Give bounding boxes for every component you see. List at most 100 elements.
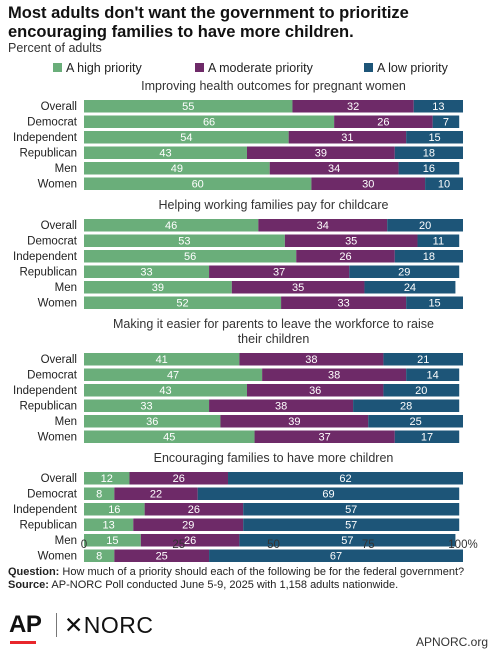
data-label: 8 [96,551,102,563]
bar-segment-high [84,472,130,485]
bar-segment-moderate [140,534,240,547]
bar-segment-low [406,296,463,309]
bar-segment-low [406,131,463,144]
data-label: 15 [106,535,118,547]
bar-segment-high [84,296,282,309]
data-label: 29 [182,520,194,532]
row-label-overall: Overall [41,354,77,366]
bar-segment-low [398,162,460,175]
data-label: 45 [163,432,175,444]
bar-segment-moderate [246,384,384,397]
data-label: 38 [305,354,317,366]
bar-segment-moderate [239,353,384,366]
data-label: 35 [292,282,304,294]
group-title-3-line-1: Making it easier for parents to leave th… [113,317,434,331]
data-label: 18 [423,251,435,263]
row-label-independent: Independent [13,385,78,397]
bar-segment-high [84,549,115,562]
data-label: 46 [165,220,177,232]
data-label: 33 [140,267,152,279]
bar-segment-low [417,234,460,247]
bar-segment-moderate [269,162,399,175]
bar-segment-low [364,281,456,294]
page-title: Most adults don't want the government to… [8,4,409,41]
row-label-democrat: Democrat [27,117,78,129]
bar-segment-low [413,100,463,113]
data-label: 39 [152,282,164,294]
legend-label-low: A low priority [377,61,448,75]
row-label-men: Men [55,535,77,547]
bar-segment-moderate [133,518,244,531]
data-label: 28 [400,401,412,413]
data-label: 24 [404,282,416,294]
data-label: 8 [96,489,102,501]
row-label-overall: Overall [41,220,77,232]
data-label: 49 [171,163,183,175]
data-label: 33 [140,401,152,413]
data-label: 18 [423,148,435,160]
data-label: 37 [319,432,331,444]
data-label: 26 [184,535,196,547]
chart-subtitle: Percent of adults [8,41,102,55]
data-label: 14 [427,370,439,382]
data-label: 15 [428,132,440,144]
bar-segment-moderate [281,296,407,309]
bar-segment-low [383,384,460,397]
norc-logo-text: NORC [83,612,154,638]
bar-segment-high [84,219,259,232]
data-label: 22 [150,489,162,501]
data-label: 13 [103,520,115,532]
row-label-men: Men [55,163,77,175]
x-tick-label: 75 [362,539,375,551]
data-label: 66 [203,117,215,129]
bar-segment-low [368,415,463,428]
bar-segment-high [84,281,232,294]
bar-segment-low [387,219,463,232]
legend-item-low: A low priority [364,61,448,75]
data-label: 41 [156,354,168,366]
bar-segment-moderate [209,399,354,412]
source-note: Source: AP-NORC Poll conducted June 5-9,… [8,579,494,592]
bar-segment-moderate [246,146,395,159]
row-label-overall: Overall [41,101,77,113]
group-title-3-line-2: their children [238,332,310,346]
bar-segment-high [84,503,145,516]
row-label-republican: Republican [19,520,77,532]
data-label: 32 [347,101,359,113]
norc-star-icon: ✕ [64,612,84,638]
data-label: 13 [432,101,444,113]
x-tick-label: 50 [267,539,280,551]
data-label: 67 [330,551,342,563]
question-text: How much of a priority should each of th… [62,566,465,578]
data-label: 53 [178,236,190,248]
data-label: 34 [317,220,329,232]
bar-segment-low [239,534,456,547]
norc-logo: ✕NORC [64,612,154,639]
bar-segment-high [84,265,210,278]
bar-segment-high [84,162,270,175]
source-text: AP-NORC Poll conducted June 5-9, 2025 wi… [51,579,399,591]
data-label: 55 [182,101,194,113]
ap-logo-underline [10,641,36,644]
bar-segment-high [84,131,289,144]
bar-segment-high [84,100,293,113]
bar-segment-moderate [114,549,210,562]
legend-swatch-high [53,63,62,72]
bar-segment-low [394,430,460,443]
data-label: 16 [108,504,120,516]
data-label: 10 [438,179,450,191]
data-label: 29 [398,267,410,279]
data-label: 16 [423,163,435,175]
bar-segment-low [243,503,460,516]
data-label: 15 [428,298,440,310]
ap-logo-text: AP [9,611,42,638]
row-label-democrat: Democrat [27,489,78,501]
bar-segment-moderate [284,234,418,247]
bar-segment-moderate [288,131,407,144]
bar-segment-moderate [220,415,369,428]
bar-segment-low [425,177,463,190]
bar-segment-high [84,415,221,428]
bar-segment-high [84,368,263,381]
group-title-4: Encouraging families to have more childr… [154,451,394,465]
data-label: 12 [101,473,113,485]
